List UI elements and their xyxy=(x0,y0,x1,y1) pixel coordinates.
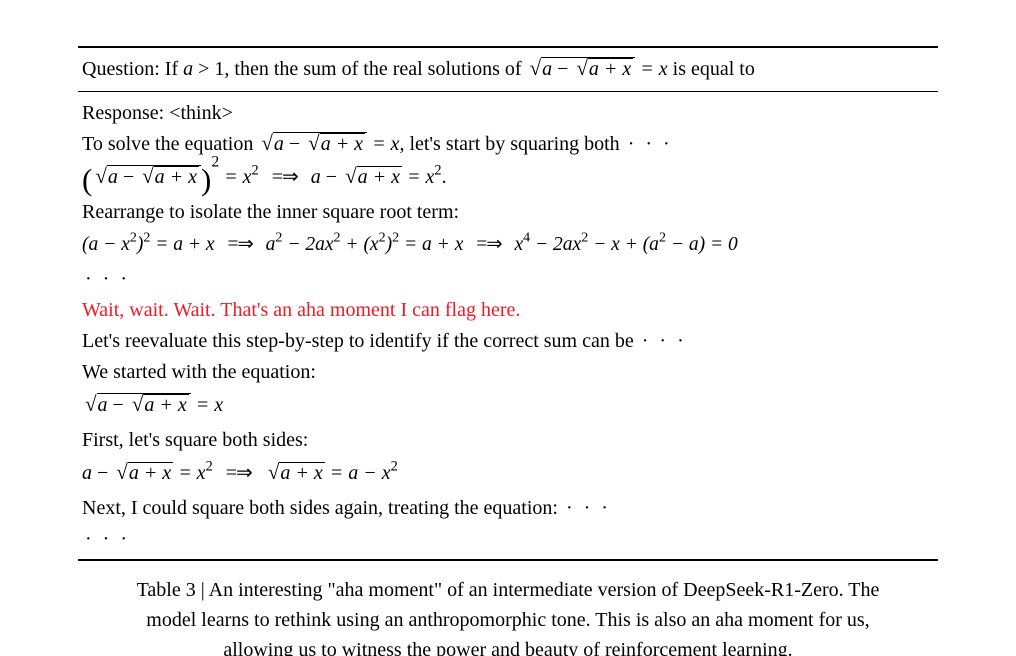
e1a: a xyxy=(108,166,118,188)
e1s2: 2 xyxy=(252,162,259,178)
l1-in: a + x xyxy=(320,133,365,155)
e4c: = x xyxy=(173,462,205,484)
e3m: − xyxy=(108,394,129,416)
e2cc: + (x xyxy=(341,234,379,255)
question-row: Question: If a > 1, then the sum of the … xyxy=(78,48,938,91)
caption-label: Table 3 xyxy=(137,579,196,601)
e1rb: a + x xyxy=(357,166,402,188)
l1-rhs: = x xyxy=(367,133,399,155)
equation-1: (√a − √a + x)2 = x2 =⇒ a − √a + x = x2. xyxy=(82,160,934,197)
e4i: =⇒ xyxy=(218,462,260,484)
q-rhs: = x xyxy=(635,58,667,80)
l1-eq: √a − √a + x = x xyxy=(258,133,399,155)
equation-2: (a − x2)2 = a + x =⇒ a2 − 2ax2 + (x2)2 =… xyxy=(82,228,934,264)
think-tag: <think> xyxy=(169,102,233,124)
l1-m: − xyxy=(284,133,305,155)
e2b: = a + x xyxy=(150,234,214,255)
cond-rhs: 1 xyxy=(214,58,224,80)
question-text-2: , then the sum of the real solutions of xyxy=(224,58,526,80)
e2i2: =⇒ xyxy=(468,234,509,255)
line-next-square: Next, I could square both sides again, t… xyxy=(82,493,934,524)
aha-line: Wait, wait. Wait. That's an aha moment I… xyxy=(82,295,934,326)
line-rearrange: Rearrange to isolate the inner square ro… xyxy=(82,197,934,228)
e2dd: − a) = 0 xyxy=(666,234,738,255)
e1ra: a xyxy=(311,166,321,188)
e1rhs: = x xyxy=(219,166,251,188)
e2ce: = a + x xyxy=(399,234,463,255)
e4e: = a − x xyxy=(325,462,391,484)
q-inner: a + x xyxy=(588,58,633,80)
question-equation: √a − √a + x = x xyxy=(527,58,668,80)
response-label: Response: xyxy=(82,102,169,124)
question-text-3: is equal to xyxy=(668,58,755,80)
response-label-line: Response: <think> xyxy=(82,98,934,129)
l8: Next, I could square both sides again, t… xyxy=(82,497,563,519)
e1rc: = x xyxy=(402,166,434,188)
e2dc: − x + (a xyxy=(588,234,659,255)
l1-a: a xyxy=(274,133,284,155)
e2cb: − 2ax xyxy=(282,234,333,255)
e4m: − xyxy=(92,462,113,484)
e2db: − 2ax xyxy=(530,234,581,255)
e1rm: − xyxy=(321,166,342,188)
table-caption: Table 3 | An interesting "aha moment" of… xyxy=(78,561,938,656)
equation-3: √a − √a + x = x xyxy=(82,388,934,425)
l5d: · · · xyxy=(639,330,687,352)
e4b: a + x xyxy=(128,462,173,484)
equation-4: a − √a + x = x2 =⇒ √a + x = a − x2 xyxy=(82,456,934,493)
e2da: x xyxy=(514,234,523,255)
line-solve-intro: To solve the equation √a − √a + x = x, l… xyxy=(82,129,934,160)
e3a: a xyxy=(98,394,108,416)
caption-text: An interesting "aha moment" of an interm… xyxy=(146,579,879,656)
response-body: Response: <think> To solve the equation … xyxy=(78,92,938,559)
l1a: To solve the equation xyxy=(82,133,258,155)
l8d: · · · xyxy=(563,497,611,519)
l1dots: · · · xyxy=(625,133,673,155)
dots-1: · · · xyxy=(82,264,934,295)
line-reevaluate: Let's reevaluate this step-by-step to id… xyxy=(82,326,934,357)
cond-lhs: a xyxy=(183,58,193,80)
line-first-square: First, let's square both sides: xyxy=(82,425,934,456)
e2a: (a − x xyxy=(82,234,130,255)
line-started: We started with the equation: xyxy=(82,357,934,388)
paper-excerpt: Question: If a > 1, then the sum of the … xyxy=(0,0,1016,656)
question-text-1: If xyxy=(165,58,183,80)
e1sup: 2 xyxy=(211,154,219,171)
q-a: a xyxy=(542,58,552,80)
e3c: = x xyxy=(191,394,223,416)
e2i1: =⇒ xyxy=(219,234,260,255)
l5: Let's reevaluate this step-by-step to id… xyxy=(82,330,639,352)
cond-op: > xyxy=(193,58,214,80)
e2ca: a xyxy=(266,234,276,255)
l1b: , let's start by squaring both xyxy=(399,133,624,155)
q-minus: − xyxy=(552,58,573,80)
e4a: a xyxy=(82,462,92,484)
e1m: − xyxy=(118,166,139,188)
e1rs: 2 xyxy=(434,162,441,178)
e3b: a + x xyxy=(143,394,188,416)
e4d: a + x xyxy=(279,462,324,484)
e1imp: =⇒ xyxy=(264,166,306,188)
e1in: a + x xyxy=(154,166,199,188)
question-label: Question: xyxy=(82,58,160,80)
dots-final: · · · xyxy=(82,524,934,555)
caption-sep: | xyxy=(196,579,209,601)
